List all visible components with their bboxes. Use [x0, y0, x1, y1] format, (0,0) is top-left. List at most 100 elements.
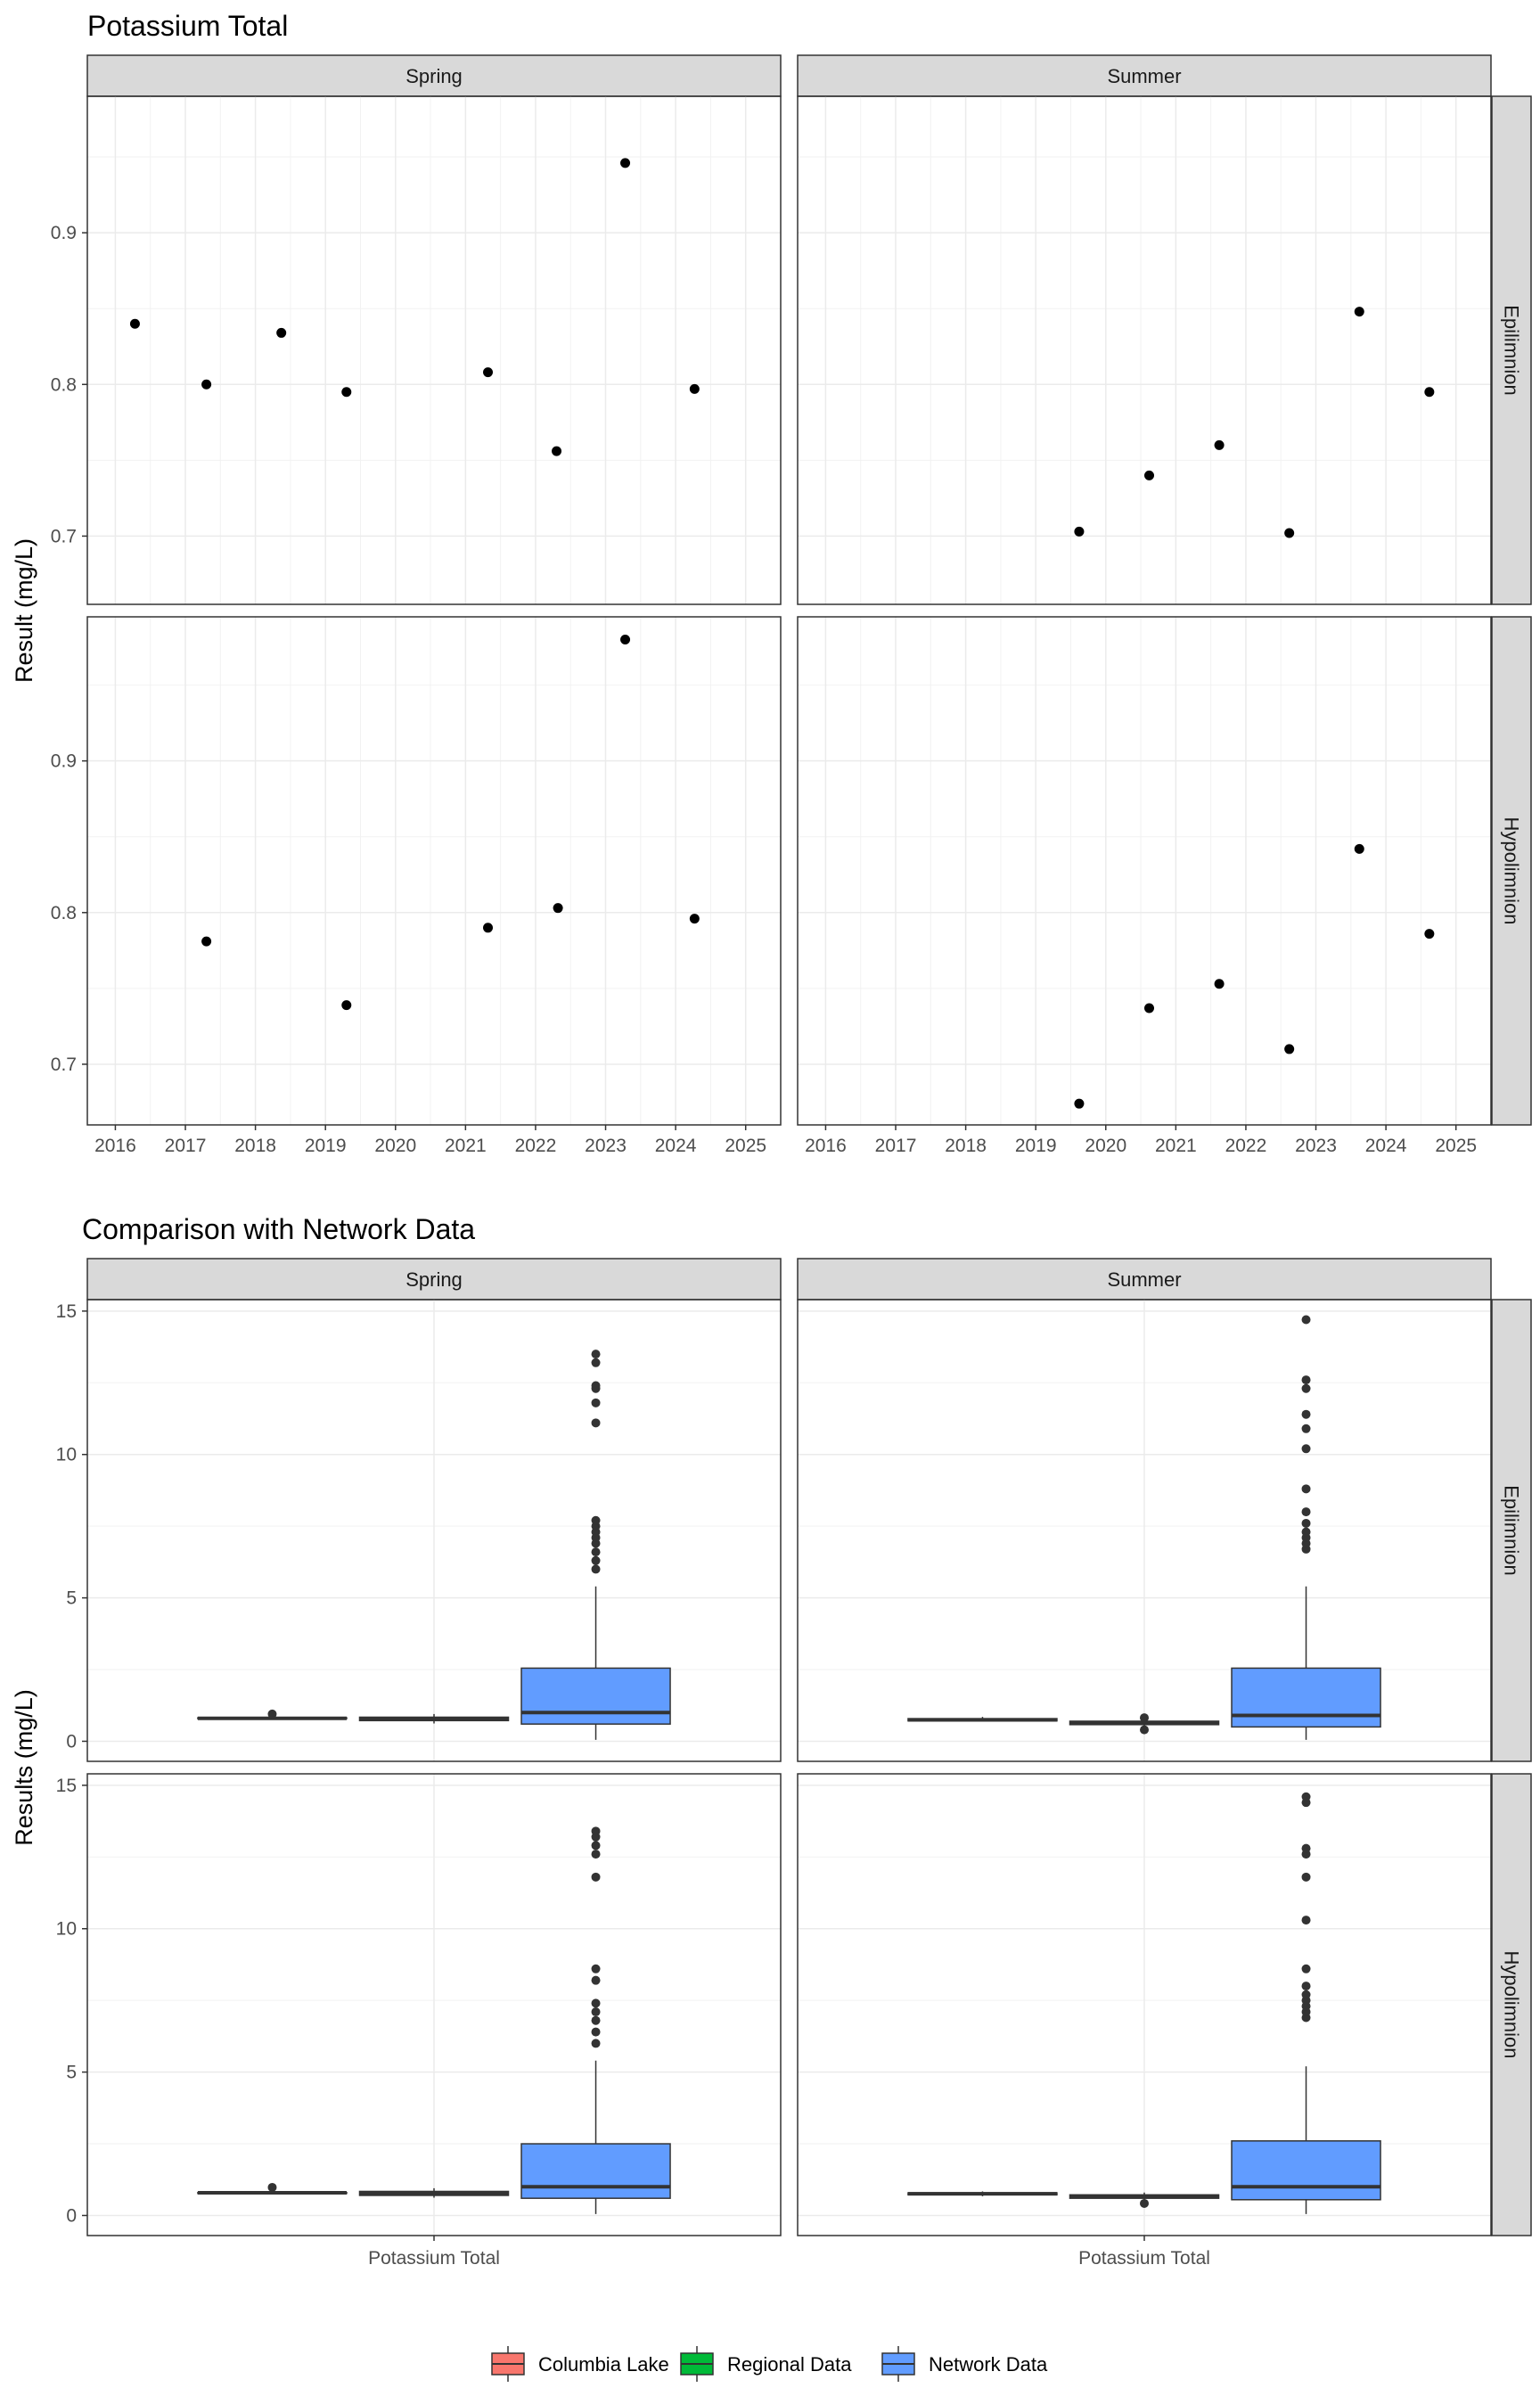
outlier-point [591, 1564, 601, 1574]
outlier-point [1301, 1518, 1311, 1528]
box-network-data [520, 1350, 671, 1740]
outlier-point [591, 1418, 601, 1428]
x-tick-label: 2016 [94, 1136, 136, 1156]
data-point [483, 923, 494, 933]
x-tick-label: 2022 [515, 1136, 557, 1156]
panel-border [797, 616, 1492, 1126]
outlier-point [1301, 1507, 1311, 1517]
outlier-point [1140, 1725, 1149, 1735]
box-body [520, 2143, 671, 2199]
outlier-point [591, 2027, 601, 2037]
strip-label-spring: Spring [405, 65, 463, 87]
data-point [201, 379, 212, 390]
outlier-point [591, 1381, 601, 1391]
box-network-data [1231, 1315, 1381, 1740]
outlier-point [591, 1350, 601, 1359]
outlier-point [1301, 1409, 1311, 1419]
outlier-point [591, 1850, 601, 1859]
y-axis-title: Result (mg/L) [11, 538, 37, 683]
outlier-point [1301, 1424, 1311, 1433]
outlier-point [591, 2015, 601, 2025]
outlier-point [591, 2039, 601, 2048]
data-point [1144, 1003, 1155, 1013]
x-tick-label: 2025 [725, 1136, 766, 1156]
outlier-point [1301, 1484, 1311, 1494]
outlier-point [267, 2182, 277, 2192]
data-point [1284, 528, 1295, 538]
legend-label: Columbia Lake [538, 2353, 669, 2375]
data-point [483, 367, 494, 378]
data-point [1424, 929, 1435, 940]
x-tick-label: 2017 [875, 1136, 917, 1156]
strip-epilimnion [1491, 1299, 1532, 1762]
data-point [1074, 526, 1085, 537]
outlier-point [1140, 2198, 1149, 2208]
x-tick-label: 2021 [445, 1136, 487, 1156]
y-axis-title: Results (mg/L) [11, 1689, 37, 1846]
data-point [620, 635, 631, 645]
data-point [553, 903, 563, 914]
y-tick-label: 0.7 [51, 526, 77, 546]
outlier-point [1301, 1383, 1311, 1393]
panel-summer-hypolimnion: Potassium Total [797, 1773, 1492, 2269]
x-tick-label: 2022 [1225, 1136, 1267, 1156]
box-network-data [1231, 1792, 1381, 2214]
box-regional-data [1069, 1713, 1220, 1735]
panel-summer-epilimnion [797, 95, 1492, 605]
x-tick-label: 2018 [234, 1136, 276, 1156]
data-point [129, 318, 140, 329]
box-columbia-lake [197, 1709, 348, 1720]
outlier-point [591, 1872, 601, 1882]
x-tick-label: 2024 [655, 1136, 697, 1156]
panel-border [86, 95, 782, 605]
outlier-point [1301, 1964, 1311, 1973]
panel-border [797, 1299, 1492, 1762]
x-tick-label: 2018 [945, 1136, 987, 1156]
panel-spring-hypolimnion: 0 5 10 15 Potassium Total [56, 1773, 782, 2269]
x-tick-label: Potassium Total [368, 2248, 500, 2269]
y-tick-label: 0.9 [51, 751, 77, 772]
x-tick-label: 2019 [305, 1136, 347, 1156]
legend-entry-network-data: Network Data [881, 2346, 1048, 2382]
outlier-point [591, 1841, 601, 1850]
strip-hypolimnion [1491, 1773, 1532, 2236]
panel-spring-epilimnion: 0.7 0.8 0.9 [51, 95, 782, 605]
x-tick-label: Potassium Total [1078, 2248, 1210, 2269]
legend: Columbia Lake Regional Data Network Data [491, 2346, 1048, 2382]
y-tick-label: 0 [66, 1731, 77, 1752]
y-tick-label: 0.8 [51, 374, 77, 395]
x-tick-label: 2024 [1365, 1136, 1407, 1156]
outlier-point [1301, 1527, 1311, 1537]
panel-summer-epilimnion [797, 1299, 1492, 1762]
outlier-point [591, 1398, 601, 1407]
strip-label-spring: Spring [405, 1268, 463, 1291]
outlier-point [1301, 1916, 1311, 1925]
box-columbia-lake [907, 1717, 1058, 1722]
outlier-point [1301, 1315, 1311, 1325]
data-point [276, 327, 287, 338]
outlier-point [1301, 1792, 1311, 1801]
data-point [689, 383, 700, 394]
data-point [1214, 979, 1225, 989]
panel-spring-hypolimnion: 0.7 0.8 0.9 2016 2017 2018 2019 2020 2021 2022 202… [51, 616, 782, 1156]
outlier-point [1301, 1990, 1311, 1999]
panel-summer-hypolimnion: 2016 2017 2018 2019 2020 2021 2022 2023 2024 2025 [797, 616, 1492, 1156]
strip-spring [86, 1258, 782, 1301]
y-tick-label: 15 [56, 1776, 77, 1796]
outlier-point [591, 1358, 601, 1367]
y-tick-label: 5 [66, 1588, 77, 1609]
box-network-data [520, 1826, 671, 2214]
outlier-point [1301, 1843, 1311, 1853]
box-regional-data [358, 2187, 510, 2198]
x-tick-label: 2019 [1015, 1136, 1057, 1156]
box-regional-data [358, 1713, 510, 1724]
chart-title: Comparison with Network Data [82, 1213, 475, 1245]
y-tick-label: 15 [56, 1301, 77, 1322]
outlier-point [591, 1547, 601, 1557]
x-tick-label: 2016 [805, 1136, 847, 1156]
strip-label-epilimnion: Epilimnion [1501, 1485, 1523, 1576]
data-point [1144, 470, 1155, 480]
legend-entry-columbia-lake: Columbia Lake [491, 2346, 669, 2382]
strip-hypolimnion [1491, 616, 1532, 1126]
